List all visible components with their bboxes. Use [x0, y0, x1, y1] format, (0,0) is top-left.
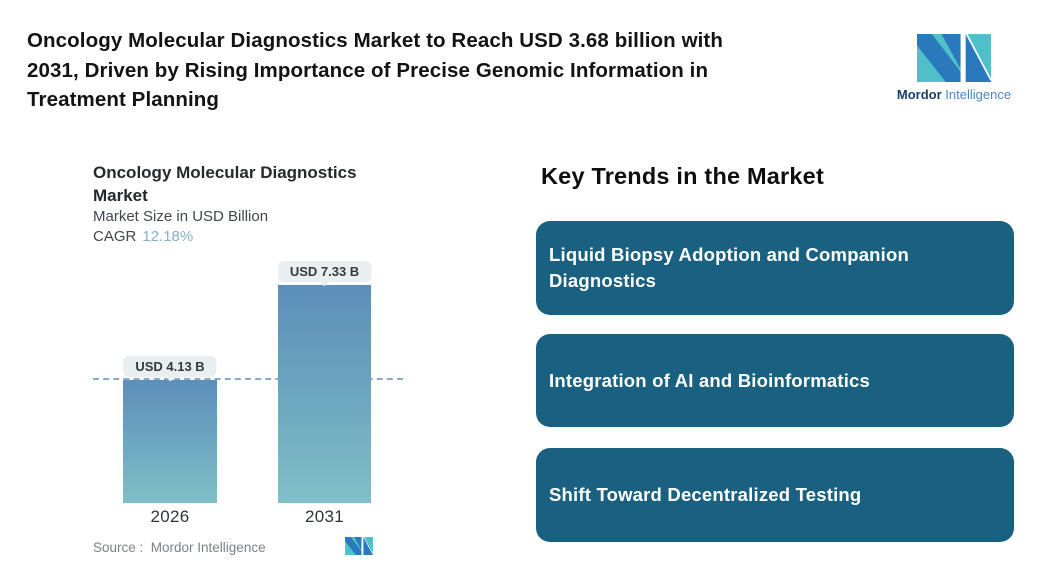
bar-2026	[123, 380, 217, 503]
page-title-line-2: 2031, Driven by Rising Importance of Pre…	[27, 58, 709, 82]
trends-heading: Key Trends in the Market	[541, 163, 824, 189]
trend-card-label: Integration of AI and Bioinformatics	[549, 369, 871, 391]
chart-subtitle: Market Size in USD Billion	[93, 208, 269, 225]
brand-name-light: Intelligence	[941, 87, 1012, 102]
brand-logo: Mordor Intelligence	[893, 34, 1015, 102]
mordor-logo-icon	[917, 34, 991, 82]
x-axis-label-2026: 2026	[150, 507, 190, 526]
brand-name: Mordor Intelligence	[893, 87, 1015, 102]
trend-card-label: Shift Toward Decentralized Testing	[549, 484, 862, 505]
page-title-line-3: Treatment Planning	[27, 88, 220, 111]
cagr-label: CAGR	[93, 228, 137, 245]
value-label-2026: USD 4.13 B	[123, 356, 217, 377]
chart-title: Oncology Molecular Diagnostics Market	[93, 163, 357, 205]
chart-cagr: CAGR 12.18%	[93, 228, 193, 245]
trend-card-decentralized-testing: Shift Toward Decentralized Testing	[536, 448, 1014, 542]
value-label-2031-text: USD 7.33 B	[289, 264, 360, 279]
trend-card-ai-bioinformatics: Integration of AI and Bioinformatics	[536, 334, 1014, 427]
value-label-2031: USD 7.33 B	[277, 261, 372, 282]
trend-card-label: Liquid Biopsy Adoption and Companion Dia…	[549, 244, 910, 291]
reference-dashed-line	[93, 378, 403, 380]
page-title-line-1: Oncology Molecular Diagnostics Market to…	[27, 29, 723, 52]
bar-2031	[278, 285, 371, 503]
source-attribution: Source : Mordor Intelligence	[93, 540, 266, 555]
value-label-2026-text: USD 4.13 B	[135, 359, 205, 374]
brand-name-bold: Mordor	[896, 87, 942, 102]
cagr-value: 12.18%	[142, 228, 194, 245]
trend-card-liquid-biopsy: Liquid Biopsy Adoption and Companion Dia…	[536, 221, 1014, 315]
mordor-logo-small-icon	[345, 537, 373, 555]
page-title: Oncology Molecular Diagnostics Market to…	[27, 26, 887, 115]
x-axis-label-2031: 2031	[304, 507, 345, 526]
